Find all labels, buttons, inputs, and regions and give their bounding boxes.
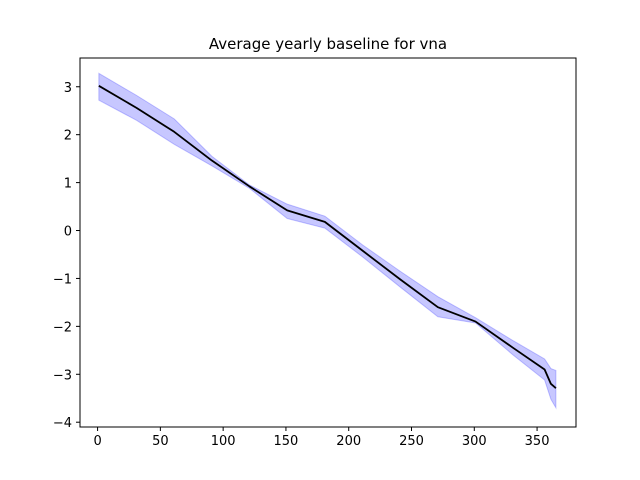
x-tick-label: 300: [462, 434, 487, 449]
y-tick-label: −2: [53, 320, 72, 335]
x-tick-label: 0: [93, 434, 101, 449]
x-tick-label: 50: [152, 434, 169, 449]
x-tick-label: 250: [399, 434, 424, 449]
confidence-bands: [98, 72, 557, 410]
confidence-band-0: [98, 72, 557, 410]
x-tick-label: 150: [274, 434, 299, 449]
y-tick-label: −4: [53, 416, 72, 431]
chart-title: Average yearly baseline for vna: [209, 35, 447, 53]
y-tick-label: −3: [53, 368, 72, 383]
series-line-0: [98, 85, 557, 389]
y-tick-label: 3: [64, 81, 72, 96]
plot-frame: [79, 57, 577, 428]
x-tick-label: 100: [211, 434, 236, 449]
y-axis: −4 −3 −2 −1 0 1 2 3: [53, 81, 80, 431]
series-lines: [98, 85, 557, 389]
y-tick-label: −1: [53, 272, 72, 287]
x-tick-label: 350: [525, 434, 550, 449]
y-tick-label: 0: [64, 225, 72, 240]
y-tick-label: 2: [64, 129, 72, 144]
x-tick-label: 200: [336, 434, 361, 449]
y-tick-label: 1: [64, 177, 72, 192]
x-axis: 0 50 100 150 200 250 300 350: [93, 427, 549, 449]
